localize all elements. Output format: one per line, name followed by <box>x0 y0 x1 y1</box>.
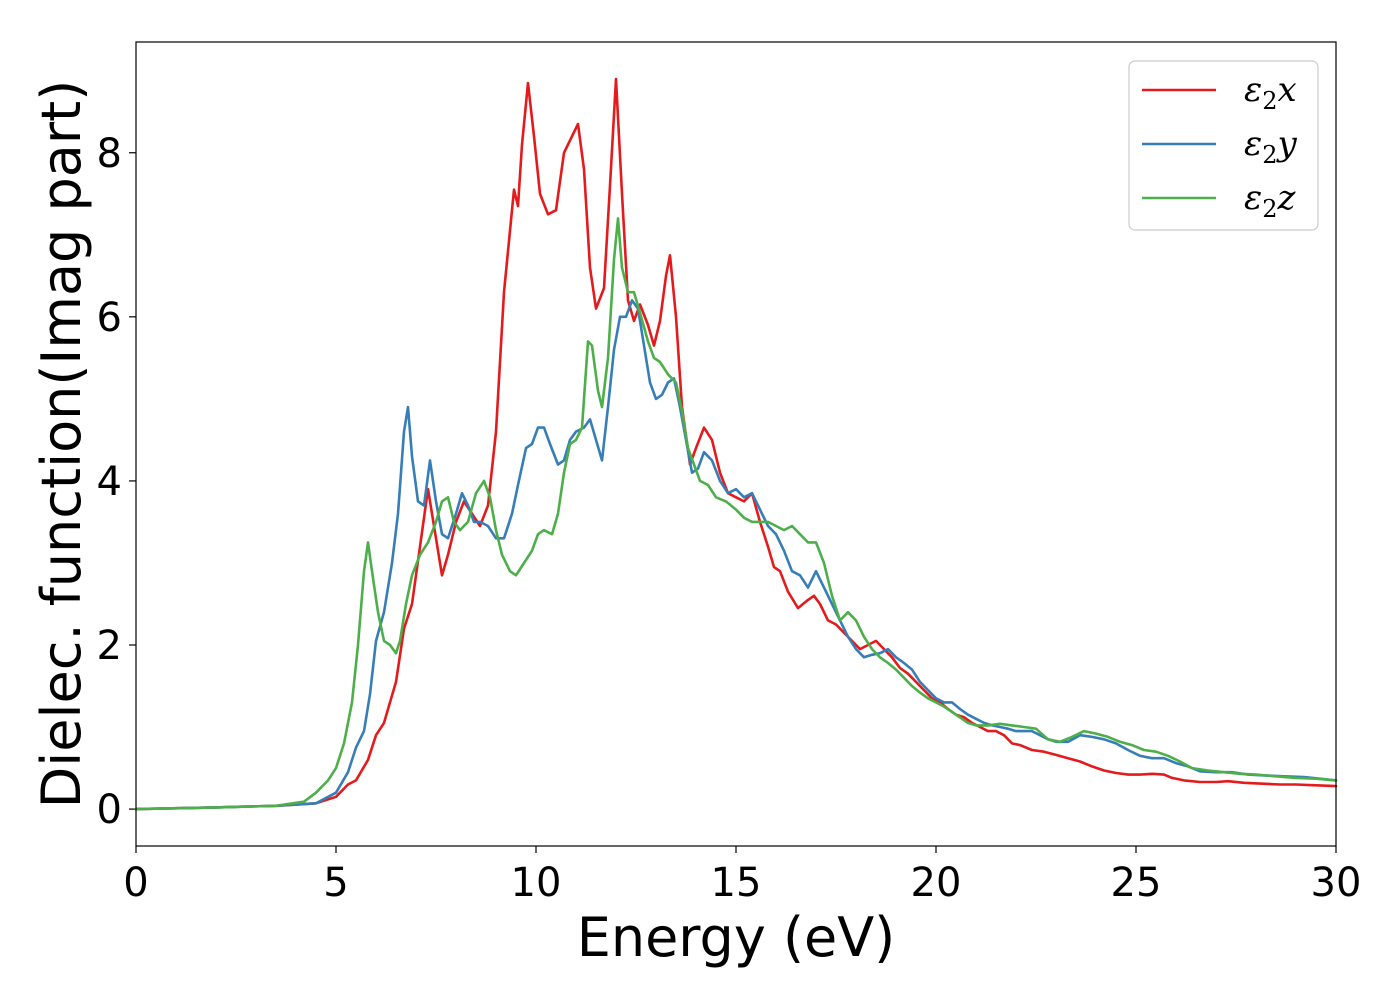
x-axis-ticks: 0 5 10 15 20 25 30 <box>123 846 1361 906</box>
legend: ε2x ε2y ε2z <box>1128 60 1319 231</box>
series-line-z <box>134 217 1338 811</box>
series-line-y <box>134 299 1338 811</box>
x-tick-label: 25 <box>1111 860 1162 906</box>
x-tick-label: 30 <box>1311 860 1362 906</box>
y-axis-title: Dielec. function(Imag part) <box>30 80 93 809</box>
x-axis-title: Energy (eV) <box>577 906 896 969</box>
y-tick-label: 4 <box>97 459 122 505</box>
legend-label-x: ε2x <box>1244 70 1297 115</box>
y-tick-label: 6 <box>97 295 122 341</box>
x-tick-label: 10 <box>511 860 562 906</box>
y-axis-ticks: 0 2 4 6 8 <box>97 131 136 833</box>
x-tick-label: 15 <box>711 860 762 906</box>
y-tick-label: 8 <box>97 131 122 177</box>
x-tick-label: 20 <box>911 860 962 906</box>
legend-label-y: ε2y <box>1244 124 1298 169</box>
x-tick-label: 0 <box>123 860 148 906</box>
legend-label-z: ε2z <box>1244 178 1297 223</box>
plot-frame <box>135 41 1337 847</box>
y-tick-label: 0 <box>97 787 122 833</box>
y-tick-label: 2 <box>97 623 122 669</box>
series-layer <box>134 77 1338 811</box>
legend-frame <box>1128 60 1319 231</box>
x-tick-label: 5 <box>323 860 348 906</box>
